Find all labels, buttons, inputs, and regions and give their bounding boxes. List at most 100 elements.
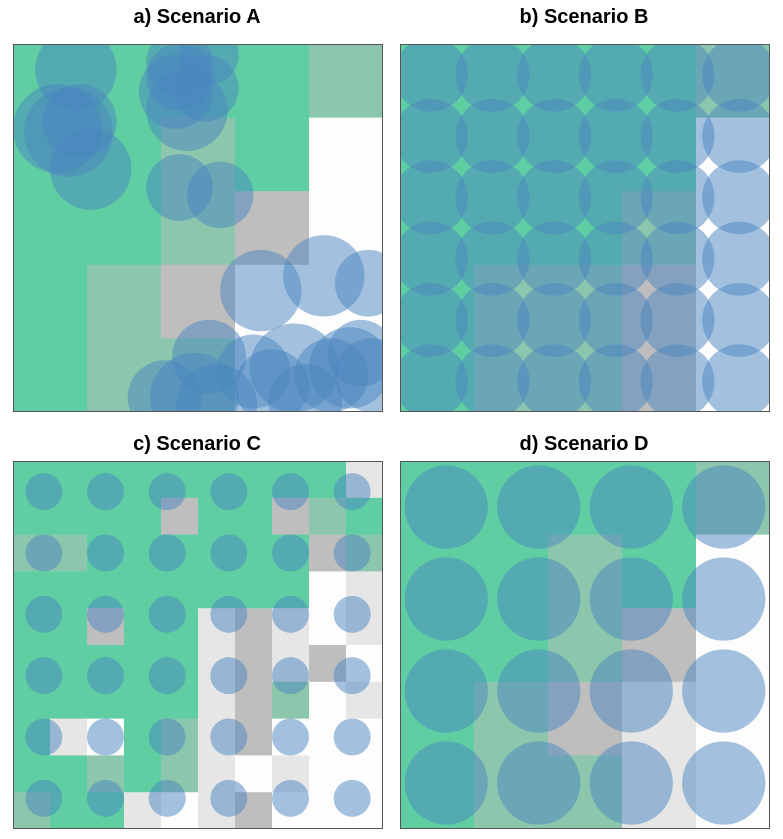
panel-b-circle [640, 221, 715, 296]
panel-d-circle [497, 465, 581, 549]
panel-b-circle [578, 344, 653, 412]
panel-d-circle [404, 649, 488, 733]
panel-b-circle [455, 44, 530, 112]
panel-b-circle [578, 160, 653, 235]
panel-a-circle [146, 154, 213, 221]
panel-b-circle [640, 283, 715, 357]
panel-c-circle [333, 534, 371, 572]
panel-d-circle [589, 465, 673, 549]
panel-d-circle [589, 741, 673, 825]
panel-c-circle [333, 779, 371, 817]
panel-b-circle [578, 44, 653, 112]
panel-c-frame [13, 461, 383, 829]
panel-b-circle [400, 221, 468, 296]
panel-c-circle [25, 534, 63, 572]
panel-c-circle [87, 534, 124, 572]
panel-b-circle [702, 344, 770, 412]
panel-b-circle [702, 99, 770, 173]
panel-b-circle [702, 44, 770, 112]
panel-a-frame [13, 44, 383, 412]
panel-c-circle [148, 657, 186, 695]
panel-c-circle [210, 779, 248, 817]
panel-a-cell [309, 44, 383, 119]
panel-c-circle [272, 718, 309, 756]
panel-c-circle [210, 473, 248, 511]
panel-c-circle [87, 718, 124, 756]
panel-a-circle [334, 249, 383, 317]
panel-b-circle [517, 160, 592, 235]
panel-b-circle [640, 99, 715, 173]
panel-c-circle [25, 718, 63, 756]
panel-c-circle [87, 473, 124, 511]
panel-b-circle [400, 99, 468, 173]
panel-b-circle [517, 221, 592, 296]
panel-b-circle [517, 344, 592, 412]
panel-b-circle [455, 160, 530, 235]
panel-d-title: d) Scenario D [519, 433, 649, 455]
panel-d-circle [497, 557, 581, 641]
panel-b-circle [640, 344, 715, 412]
panel-a-circle [49, 128, 132, 210]
panel-b-circle [400, 44, 468, 112]
panel-a-cell [13, 264, 88, 339]
panel-b-circle [455, 221, 530, 296]
panel-c-circle [148, 718, 186, 756]
panel-b-map [400, 44, 770, 412]
panel-b-circle [517, 44, 592, 112]
panel-a-map [13, 44, 383, 412]
panel-d-circle [589, 557, 673, 641]
panel-c-title: c) Scenario C [133, 433, 261, 455]
panel-a-cell [87, 264, 162, 339]
panel-b-frame [400, 44, 770, 412]
panel-b-circle [455, 283, 530, 357]
panel-b-circle [517, 283, 592, 357]
panel-c-circle [148, 779, 186, 817]
panel-a-cell [309, 117, 383, 192]
panel-b-circle [702, 283, 770, 357]
panel-b-circle [455, 344, 530, 412]
panel-d-circle [682, 465, 766, 549]
panel-c-circle [148, 473, 186, 511]
panel-a-circle [334, 338, 383, 412]
panel-c-circle [25, 473, 63, 511]
panel-b-circle [400, 344, 468, 412]
panel-b-circle [578, 283, 653, 357]
panel-b-circle [640, 44, 715, 112]
panel-c-circle [25, 779, 63, 817]
panel-a-cell [13, 338, 88, 412]
panel-c-circle [25, 657, 63, 695]
panel-a-title: a) Scenario A [133, 6, 261, 28]
panel-b-circle [578, 99, 653, 173]
panel-c-circle [272, 473, 309, 511]
panel-d-circle [404, 557, 488, 641]
panel-b-title: b) Scenario B [519, 6, 649, 28]
panel-c-circle [333, 595, 371, 633]
panel-d-map [400, 461, 770, 829]
panel-b-circle [400, 283, 468, 357]
panel-c-circle [272, 779, 309, 817]
panel-c-circle [210, 657, 248, 695]
panel-c-circle [87, 595, 124, 633]
panel-c-circle [333, 473, 371, 511]
panel-a-circle [220, 249, 302, 332]
panel-c-map [13, 461, 383, 829]
panel-c-circle [25, 595, 63, 633]
panel-b-circle [455, 99, 530, 173]
panel-d-circle [682, 741, 766, 825]
panel-b-circle [702, 160, 770, 235]
panel-d-circle [404, 465, 488, 549]
panel-c-circle [272, 595, 309, 633]
panel-d-circle [497, 741, 581, 825]
panel-d-frame [400, 461, 770, 829]
panel-c-circle [87, 657, 124, 695]
panel-c-circle [272, 534, 309, 572]
panel-c-circle [148, 534, 186, 572]
panel-d-circle [682, 557, 766, 641]
panel-c-circle [333, 718, 371, 756]
panel-d-circle [404, 741, 488, 825]
panel-b-circle [578, 221, 653, 296]
panel-c-circle [210, 595, 248, 633]
panel-b-circle [702, 221, 770, 296]
panel-c-circle [210, 534, 248, 572]
panel-c-circle [272, 657, 309, 695]
